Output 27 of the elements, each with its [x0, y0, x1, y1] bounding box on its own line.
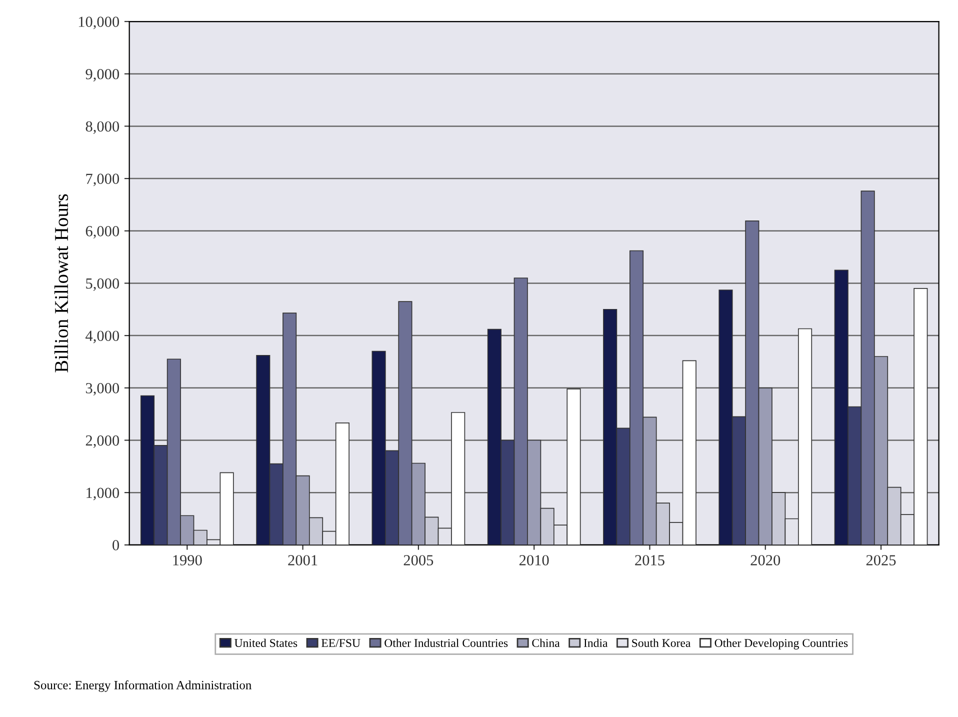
x-tick-label: 2020 — [750, 555, 780, 566]
x-tick-label: 2005 — [404, 555, 434, 566]
x-tick-label: 1990 — [173, 555, 202, 566]
legend-label: South Korea — [632, 638, 691, 648]
y-axis-title: Billion Killowat Hours — [54, 194, 68, 372]
y-tick-label: 6,000 — [86, 226, 120, 239]
x-tick-label: 2010 — [519, 555, 549, 566]
y-tick-label: 3,000 — [86, 383, 120, 396]
y-tick-label: 0 — [112, 540, 120, 550]
y-tick-label: 1,000 — [86, 488, 120, 500]
x-tick-label: 2015 — [635, 555, 664, 566]
y-tick-label: 7,000 — [86, 174, 120, 186]
y-tick-label: 5,000 — [86, 278, 120, 291]
x-tick-label: 2001 — [288, 555, 318, 566]
x-tick-label: 2025 — [866, 555, 896, 566]
y-tick-label: 8,000 — [86, 121, 120, 134]
legend-label: United States — [234, 638, 298, 648]
legend-label: China — [532, 638, 560, 648]
y-tick-label: 9,000 — [86, 68, 120, 82]
y-tick-label: 4,000 — [86, 330, 120, 344]
legend-label: India — [584, 638, 608, 648]
legend-label: Other Developing Countries — [714, 638, 848, 650]
y-tick-label: 10,000 — [78, 16, 120, 30]
y-tick-label: 2,000 — [86, 435, 120, 448]
legend-label: EE/FSU — [321, 639, 360, 648]
source-note: Source: Energy Information Administration — [34, 680, 252, 692]
legend-label: Other Industrial Countries — [384, 638, 508, 648]
